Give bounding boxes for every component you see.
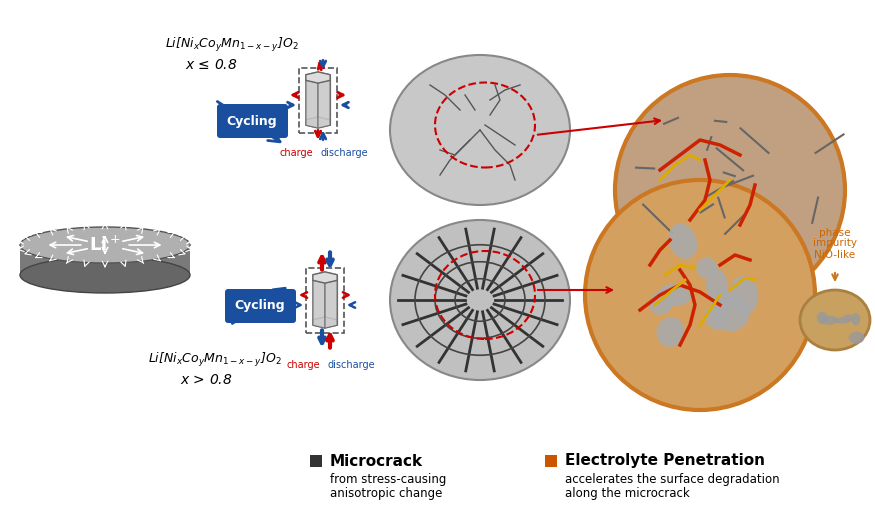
Ellipse shape (844, 315, 854, 321)
Text: Li[Ni$_x$Co$_y$Mn$_{1-x-y}$]O$_2$: Li[Ni$_x$Co$_y$Mn$_{1-x-y}$]O$_2$ (148, 351, 282, 369)
Text: along the microcrack: along the microcrack (565, 488, 690, 500)
Ellipse shape (835, 317, 850, 323)
Ellipse shape (800, 290, 870, 350)
Polygon shape (306, 117, 330, 128)
Ellipse shape (706, 269, 728, 303)
FancyBboxPatch shape (545, 455, 557, 467)
Ellipse shape (668, 224, 697, 259)
Ellipse shape (649, 290, 675, 315)
Ellipse shape (817, 312, 828, 324)
Polygon shape (313, 272, 337, 283)
Circle shape (585, 180, 815, 410)
Ellipse shape (704, 306, 729, 330)
Circle shape (615, 75, 845, 305)
Polygon shape (306, 72, 318, 120)
Text: discharge: discharge (320, 148, 368, 158)
Polygon shape (325, 280, 337, 328)
Text: accelerates the surface degradation: accelerates the surface degradation (565, 474, 780, 487)
Text: charge: charge (279, 148, 313, 158)
Ellipse shape (696, 257, 717, 278)
Text: Microcrack: Microcrack (330, 453, 424, 469)
Ellipse shape (712, 294, 750, 331)
FancyBboxPatch shape (225, 289, 296, 323)
Polygon shape (318, 80, 330, 128)
Text: Cycling: Cycling (227, 114, 277, 127)
Text: Cycling: Cycling (234, 300, 285, 313)
Ellipse shape (20, 257, 190, 293)
Ellipse shape (851, 313, 860, 326)
Ellipse shape (821, 316, 838, 325)
Text: phase: phase (819, 228, 850, 238)
Ellipse shape (656, 317, 684, 347)
Text: Li$^+$: Li$^+$ (89, 236, 121, 255)
Ellipse shape (390, 55, 570, 205)
Text: Li[Ni$_x$Co$_y$Mn$_{1-x-y}$]O$_2$: Li[Ni$_x$Co$_y$Mn$_{1-x-y}$]O$_2$ (165, 36, 299, 54)
Ellipse shape (729, 276, 759, 315)
Polygon shape (313, 272, 325, 320)
FancyArrowPatch shape (232, 288, 285, 323)
Text: impurity: impurity (813, 238, 857, 248)
Polygon shape (306, 80, 318, 128)
Ellipse shape (390, 220, 570, 380)
Polygon shape (313, 280, 325, 328)
Text: charge: charge (286, 359, 320, 370)
Text: $x$ ≤ 0.8: $x$ ≤ 0.8 (185, 58, 237, 72)
FancyBboxPatch shape (217, 104, 288, 138)
FancyBboxPatch shape (310, 455, 322, 467)
Ellipse shape (849, 332, 864, 344)
Text: Electrolyte Penetration: Electrolyte Penetration (565, 453, 765, 469)
Text: from stress-causing: from stress-causing (330, 474, 446, 487)
Polygon shape (318, 72, 330, 120)
Text: NiO-like: NiO-like (815, 250, 856, 260)
Ellipse shape (390, 112, 570, 158)
Text: anisotropic change: anisotropic change (330, 488, 443, 500)
Polygon shape (20, 245, 190, 275)
Polygon shape (313, 317, 337, 328)
Text: $x$ > 0.8: $x$ > 0.8 (180, 373, 232, 387)
FancyArrowPatch shape (217, 101, 280, 142)
Polygon shape (306, 72, 330, 83)
Ellipse shape (710, 287, 733, 319)
Text: discharge: discharge (327, 359, 374, 370)
Polygon shape (325, 272, 337, 320)
Ellipse shape (20, 227, 190, 263)
Ellipse shape (659, 284, 691, 306)
